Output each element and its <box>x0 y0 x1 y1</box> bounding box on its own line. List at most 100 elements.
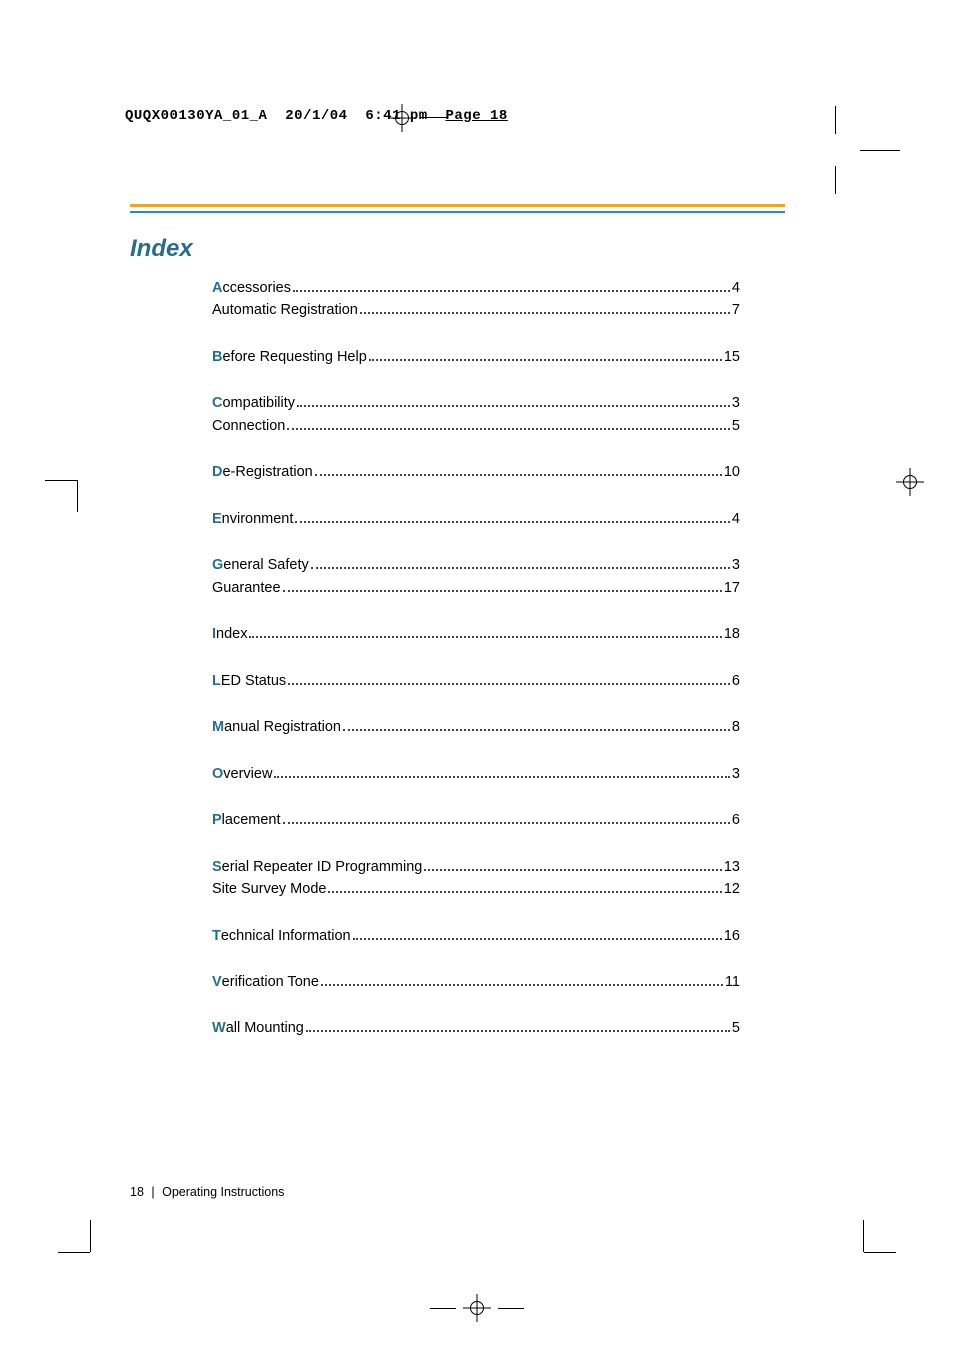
header-date: 20/1/04 <box>285 108 347 124</box>
index-entry-page: 12 <box>724 878 740 900</box>
dot-leader <box>424 869 722 871</box>
dot-leader <box>311 567 730 569</box>
crop-mark <box>864 1252 896 1253</box>
index-group: Verification Tone 11 <box>212 971 740 993</box>
index-entry: Connection 5 <box>212 415 740 437</box>
dot-leader <box>306 1030 730 1032</box>
index-entry-page: 13 <box>724 856 740 878</box>
index-group: Technical Information 16 <box>212 925 740 947</box>
dot-leader <box>283 590 722 592</box>
crop-mark <box>77 480 78 512</box>
index-entry-label: Placement <box>212 809 281 831</box>
footer-label: Operating Instructions <box>162 1185 284 1199</box>
crop-mark <box>498 1308 524 1309</box>
index-entry-label: Compatibility <box>212 392 295 414</box>
crop-mark <box>58 1252 90 1253</box>
index-group: Before Requesting Help 15 <box>212 346 740 368</box>
index-entry-page: 4 <box>732 508 740 530</box>
index-entry-page: 3 <box>732 554 740 576</box>
index-entry: Overview 3 <box>212 763 740 785</box>
index-entry-label: Connection <box>212 415 285 437</box>
page-footer: 18 | Operating Instructions <box>130 1185 284 1199</box>
dot-leader <box>293 290 730 292</box>
index-entry-label: De-Registration <box>212 461 313 483</box>
index-entry-page: 3 <box>732 763 740 785</box>
registration-mark-icon <box>463 1294 491 1322</box>
index-entry: Automatic Registration 7 <box>212 299 740 321</box>
index-entry: Technical Information 16 <box>212 925 740 947</box>
crop-mark <box>45 480 77 481</box>
index-group: Compatibility 3 Connection 5 <box>212 392 740 437</box>
footer-separator: | <box>151 1185 154 1199</box>
index-entry: Placement 6 <box>212 809 740 831</box>
crop-mark <box>860 150 900 151</box>
index-group: Manual Registration 8 <box>212 716 740 738</box>
index-entry-label: Overview <box>212 763 272 785</box>
index-group: Overview 3 <box>212 763 740 785</box>
page-title: Index <box>130 235 785 263</box>
index-group: Serial Repeater ID Programming 13 Site Sur… <box>212 856 740 901</box>
index-entry-label: Verification Tone <box>212 971 319 993</box>
index-group: LED Status 6 <box>212 670 740 692</box>
index-entry-page: 7 <box>732 299 740 321</box>
crop-mark <box>835 106 836 134</box>
index-group: General Safety3Guarantee 17 <box>212 554 740 599</box>
index-entry: Manual Registration 8 <box>212 716 740 738</box>
dot-leader <box>283 822 730 824</box>
registration-mark-icon <box>388 104 416 132</box>
index-entry-page: 5 <box>732 1017 740 1039</box>
index-entries: Accessories 4 Automatic Registration 7 Befo… <box>130 277 740 1040</box>
dot-leader <box>369 359 722 361</box>
index-group: Index 18 <box>212 623 740 645</box>
index-entry-label: Accessories <box>212 277 291 299</box>
crop-mark <box>420 117 448 118</box>
dot-leader <box>287 428 730 430</box>
dot-leader <box>288 683 730 685</box>
index-entry-page: 10 <box>724 461 740 483</box>
index-entry-label: Manual Registration <box>212 716 341 738</box>
index-group: Accessories 4Automatic Registration7 <box>212 277 740 322</box>
index-entry-page: 3 <box>732 392 740 414</box>
index-entry-label: LED Status <box>212 670 286 692</box>
print-header-meta: QUQX00130YA_01_A 20/1/04 6:41 pm Page 18 <box>125 108 508 124</box>
index-entry-page: 15 <box>724 346 740 368</box>
index-entry-label: Site Survey Mode <box>212 878 326 900</box>
index-entry: Compatibility 3 <box>212 392 740 414</box>
dot-leader <box>297 405 730 407</box>
dot-leader <box>315 474 722 476</box>
index-entry-page: 6 <box>732 809 740 831</box>
index-entry: Wall Mounting 5 <box>212 1017 740 1039</box>
index-entry-label: Wall Mounting <box>212 1017 304 1039</box>
dot-leader <box>274 776 729 778</box>
dot-leader <box>321 984 723 986</box>
page-content: Index Accessories 4 Automatic Registratio… <box>130 204 785 1064</box>
index-entry: Guarantee 17 <box>212 577 740 599</box>
index-entry-label: Guarantee <box>212 577 281 599</box>
index-entry-label: Technical Information <box>212 925 351 947</box>
index-entry-label: Automatic Registration <box>212 299 358 321</box>
index-entry-label: Before Requesting Help <box>212 346 367 368</box>
index-group: De-Registration 10 <box>212 461 740 483</box>
divider-teal <box>130 211 785 213</box>
index-entry-page: 6 <box>732 670 740 692</box>
index-entry-page: 11 <box>725 971 740 993</box>
index-entry: Environment4 <box>212 508 740 530</box>
dot-leader <box>295 521 730 523</box>
index-entry-label: Index <box>212 623 247 645</box>
index-entry-page: 16 <box>724 925 740 947</box>
index-entry: De-Registration 10 <box>212 461 740 483</box>
divider-yellow <box>130 204 785 207</box>
dot-leader <box>249 636 721 638</box>
index-entry-page: 17 <box>724 577 740 599</box>
index-entry-page: 5 <box>732 415 740 437</box>
index-entry-page: 8 <box>732 716 740 738</box>
index-entry: General Safety3 <box>212 554 740 576</box>
index-entry-label: Serial Repeater ID Programming <box>212 856 422 878</box>
footer-page-number: 18 <box>130 1185 144 1199</box>
index-group: Placement 6 <box>212 809 740 831</box>
dot-leader <box>353 938 722 940</box>
index-entry: Before Requesting Help 15 <box>212 346 740 368</box>
index-entry: Serial Repeater ID Programming 13 <box>212 856 740 878</box>
index-entry: Verification Tone 11 <box>212 971 740 993</box>
crop-mark <box>835 166 836 194</box>
